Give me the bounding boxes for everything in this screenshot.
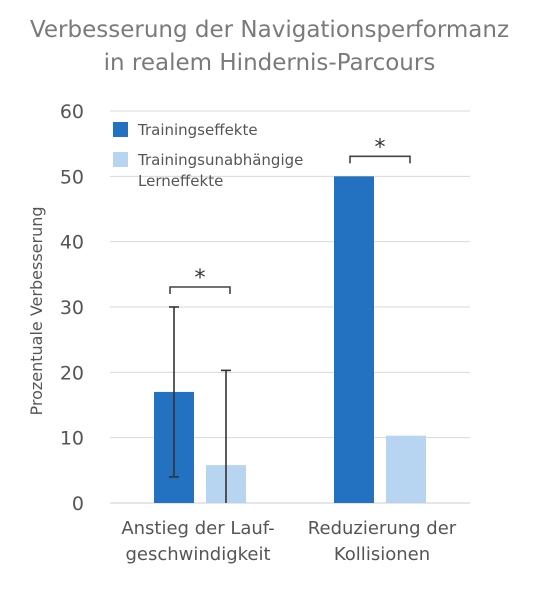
chart-title-line-2: in realem Hindernis-Parcours — [103, 50, 436, 76]
bar-series-0-cat-1 — [334, 176, 374, 504]
legend-label-1-line-1: Lerneffekte — [138, 172, 223, 190]
legend-swatch-1 — [113, 152, 128, 167]
y-tick-label-50: 50 — [60, 166, 84, 188]
legend-label-1-line-0: Trainingsunabhängige — [137, 151, 303, 169]
y-tick-label-20: 20 — [60, 362, 84, 384]
y-tick-label-60: 60 — [60, 101, 84, 123]
legend-swatch-0 — [113, 122, 128, 137]
y-tick-label-10: 10 — [60, 428, 84, 450]
y-tick-label-0: 0 — [72, 493, 84, 515]
significance-bracket-0 — [169, 286, 231, 294]
y-tick-label-30: 30 — [60, 297, 84, 319]
significance-bracket-1 — [349, 155, 411, 164]
chart-title-line-1: Verbesserung der Navigationsperformanz — [29, 17, 510, 43]
x-category-label-0-line-1: Anstieg der Lauf- — [121, 518, 275, 539]
bar-series-1-cat-1 — [386, 435, 426, 503]
x-category-label-1-line-2: Kollisionen — [333, 544, 431, 565]
x-category-label-0-line-2: geschwindigkeit — [125, 544, 271, 565]
y-tick-label-40: 40 — [60, 232, 84, 254]
x-category-label-1-line-1: Reduzierung der — [307, 518, 457, 539]
significance-star-1: * — [375, 135, 386, 160]
legend-label-0: Trainingseffekte — [137, 121, 258, 139]
significance-star-0: * — [195, 266, 206, 291]
y-axis-label: Prozentuale Verbesserung — [27, 206, 46, 415]
